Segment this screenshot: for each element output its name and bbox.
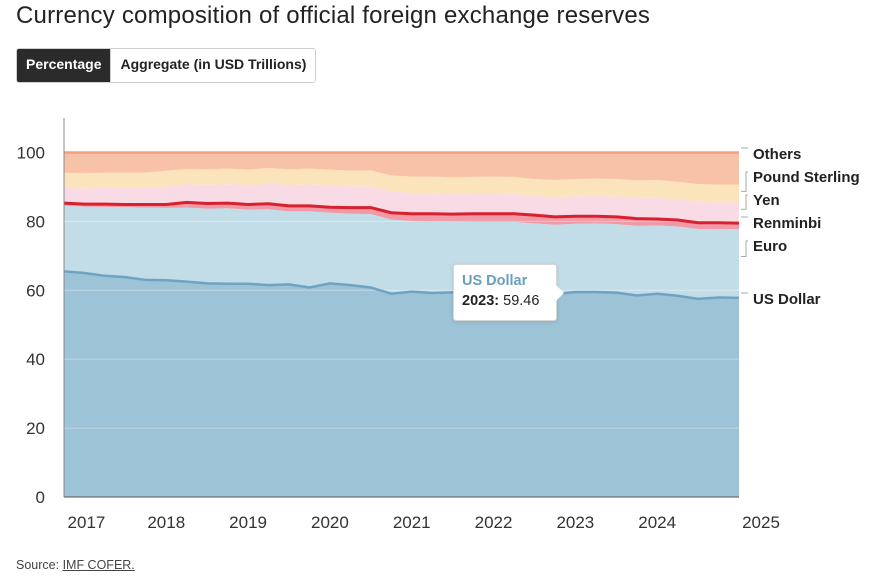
reserves-area-chart: 0 20 40 60 80 100 2017 2018 2019 2020 2021 2022 2023… [17,118,860,532]
y-tick-60: 60 [26,281,45,300]
legend-label-pound-sterling: Pound Sterling [753,169,860,186]
x-tick-2022: 2022 [475,513,513,532]
tooltip-series: US Dollar [462,273,528,289]
source-prefix: Source: [16,558,63,572]
legend-leader-pound-sterling [741,171,748,192]
x-tick-2025: 2025 [742,513,780,532]
y-tick-20: 20 [26,419,45,438]
x-tick-2021: 2021 [393,513,431,532]
legend-leader-yen [741,194,748,210]
percentage-tab[interactable]: Percentage [17,49,111,82]
source-note: Source: IMF COFER. [16,558,135,572]
chart-title: Currency composition of official foreign… [16,2,651,29]
tooltip-year: 2023: [462,293,500,309]
area-renminbi [64,201,739,229]
data-tooltip: US Dollar 2023: 59.46 [453,264,564,321]
legend-leader-euro [741,240,748,258]
area-pound-sterling [64,167,739,203]
x-tick-2017: 2017 [68,513,106,532]
area-others [64,152,739,185]
tooltip-value-line: 2023: 59.46 [462,293,548,309]
y-tick-40: 40 [26,350,45,369]
area-yen [64,183,739,222]
x-tick-2018: 2018 [147,513,185,532]
x-tick-2020: 2020 [311,513,349,532]
legend-label-renminbi: Renminbi [753,215,821,232]
y-tick-0: 0 [36,488,45,507]
line-us-dollar [63,270,740,301]
view-toggle: Percentage Aggregate (in USD Trillions) [16,48,317,83]
y-tick-100: 100 [17,143,45,162]
area-us-dollar [64,271,739,497]
legend-label-euro: Euro [753,238,787,255]
x-tick-2024: 2024 [638,513,676,532]
tooltip-value: 59.46 [503,293,540,309]
aggregate-tab[interactable]: Aggregate (in USD Trillions) [110,49,316,82]
legend-label-yen: Yen [753,192,780,209]
legend-label-others: Others [753,146,801,163]
x-tick-2023: 2023 [556,513,594,532]
legend-label-us-dollar: US Dollar [753,291,821,308]
source-link[interactable]: IMF COFER. [62,558,135,572]
area-euro [64,205,739,299]
line-renminbi [63,200,740,225]
y-tick-80: 80 [26,212,45,231]
x-tick-2019: 2019 [229,513,267,532]
